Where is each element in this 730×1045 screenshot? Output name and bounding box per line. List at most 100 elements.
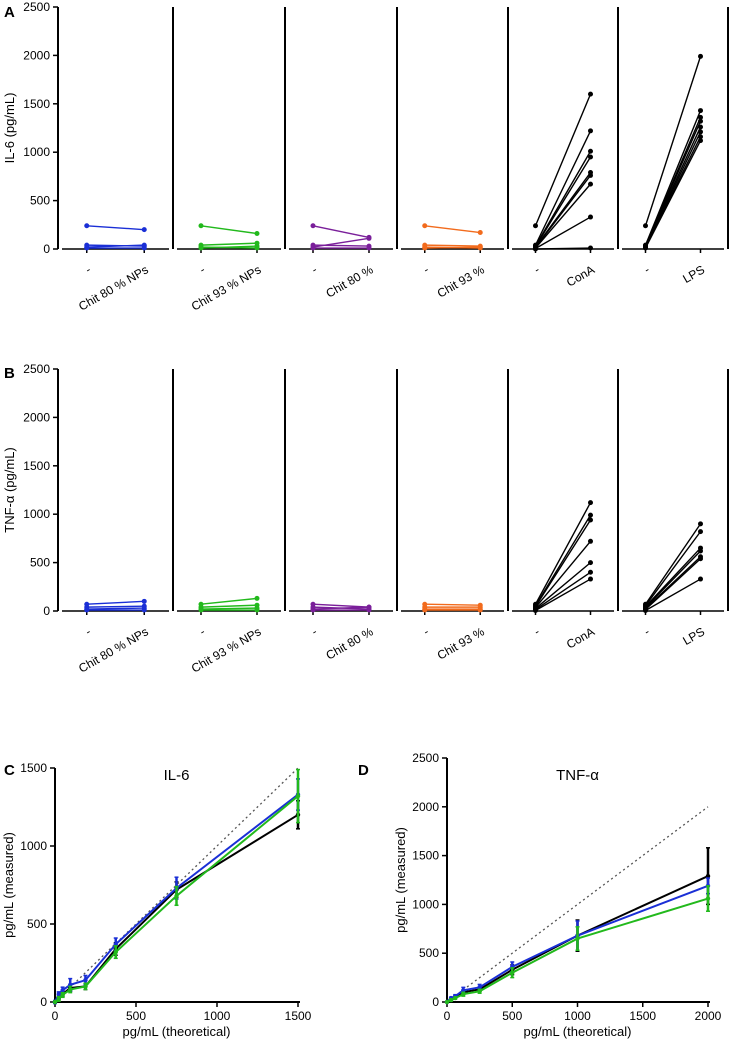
panel-B-group-5-pair-line <box>535 578 591 612</box>
panel-A-group-2-point-before <box>198 223 204 229</box>
panel-A-group-4-point-after <box>477 230 483 236</box>
panel-B-group-3-category-label: - <box>309 624 319 638</box>
panel-A-group-6-pair-line <box>644 140 702 249</box>
panel-A-group-2-pair-line <box>200 225 258 235</box>
panel-D-x-tick-label: 1500 <box>629 1009 656 1023</box>
panel-A-group-4-point-before <box>422 245 428 251</box>
panel-B-group-6-point-after <box>698 556 703 562</box>
panel-D-y-tick-label: 2000 <box>412 800 439 814</box>
panel-D-series-blue-point <box>461 988 466 993</box>
panel-A-group-4-pair-line <box>424 246 481 249</box>
panel-B-group-5-pair-line <box>534 514 592 607</box>
panel-C-series-green-point <box>60 992 65 998</box>
panel-A-group-4-pair-line <box>424 225 481 234</box>
panel-B-group-2-pair-line <box>200 607 258 610</box>
panel-D-x-tick-label: 2000 <box>695 1009 722 1023</box>
panel-A-y-tick-label: 1500 <box>23 97 50 111</box>
panel-B-group-6-pair-line <box>644 523 702 605</box>
panel-A-group-6-point-after <box>698 114 703 120</box>
panel-C-x-tick-label: 500 <box>126 1009 146 1023</box>
panel-D-y-axis-title: pg/mL (measured) <box>393 827 408 933</box>
panel-A-group-3-point-before <box>310 245 316 251</box>
panel-C-series-blue-point <box>56 992 61 997</box>
panel-B-group-1-point-before <box>84 607 90 613</box>
panel-B-group-6-pair-line <box>644 531 702 607</box>
panel-A-y-tick-label: 0 <box>43 242 50 256</box>
panel-A-group-5-category-label: ConA <box>564 262 597 289</box>
panel-B-group-6-point-before <box>643 608 648 614</box>
panel-C-series-green-point <box>83 984 88 989</box>
panel-A-group-5-point-after <box>588 91 593 97</box>
panel-B-group-6-pair-line <box>644 547 702 608</box>
panel-A-group-2-pair-line <box>200 242 258 246</box>
panel-D-series-green-point <box>453 995 458 1001</box>
panel-D-x-tick-label: 0 <box>444 1009 451 1023</box>
panel-B-group-5-point-after <box>588 569 593 575</box>
panel-C-series-green-point <box>68 987 73 992</box>
panel-label-D: D <box>358 762 369 779</box>
panel-A-y-axis-title: IL-6 (pg/mL) <box>2 93 17 164</box>
panel-C-series-green-point <box>295 793 301 799</box>
panel-D-y-tick-label: 2500 <box>412 751 439 765</box>
panel-B-group-5-category-label: - <box>532 624 542 638</box>
panel-B-group-3-point-before <box>310 607 316 613</box>
panel-D-series-green-point <box>477 989 482 994</box>
panel-C-y-tick-label: 500 <box>27 917 47 931</box>
panel-B-group-5-pair-line <box>534 540 592 609</box>
panel-C-series-blue-point <box>83 977 88 983</box>
panel-A-group-6-point-after <box>698 108 703 114</box>
panel-A-group-3-point-after <box>366 235 372 241</box>
panel-B-group-4-category-label: Chit 93 % <box>435 624 487 662</box>
panel-D-x-axis-title: pg/mL (theoretical) <box>524 1024 632 1039</box>
panel-A-group-6-point-after <box>698 134 703 140</box>
panel-B-group-2-point-after <box>254 607 260 613</box>
panel-C-x-tick-label: 0 <box>52 1009 59 1023</box>
panel-B-group-4-pair-line <box>424 603 481 606</box>
panel-A-group-5-pair-line <box>534 183 592 249</box>
panel-A-group-6-point-after <box>698 53 703 59</box>
panel-A-group-6-point-after <box>698 129 703 135</box>
panel-D-y-tick-label: 1000 <box>412 897 439 911</box>
panel-A-group-4-pair-line <box>424 244 481 247</box>
panel-label-B: B <box>4 365 15 382</box>
panel-A-group-5-pair-line <box>535 216 591 250</box>
panel-C-x-tick-label: 1500 <box>285 1009 312 1023</box>
panel-A-group-2-category-label: - <box>197 262 207 276</box>
panel-A-group-2-pair-line <box>200 245 258 249</box>
panel-C-y-axis-title: pg/mL (measured) <box>1 832 16 938</box>
panel-B-group-6-point-after <box>698 548 703 554</box>
panel-B-y-tick-label: 2000 <box>23 410 50 424</box>
panel-B-y-tick-label: 1000 <box>23 507 50 521</box>
panel-C-y-tick-label: 1000 <box>20 839 47 853</box>
panel-A-y-tick-label: 1000 <box>23 145 50 159</box>
panel-A-group-2-point-after <box>254 231 260 237</box>
panel-A-group-4-category-label: - <box>421 262 431 276</box>
panel-D-series-green-point <box>510 970 515 975</box>
panel-B-group-6-point-after <box>698 529 703 535</box>
panel-B-group-5-point-after <box>588 517 593 523</box>
panel-A-group-5-point-after <box>588 172 593 178</box>
panel-C-y-tick-label: 1500 <box>20 761 47 775</box>
panel-A-group-2-point-after <box>254 243 260 249</box>
panel-A-group-1-point-before <box>84 223 90 229</box>
panel-A-group-3-category-label: Chit 80 % <box>323 262 375 300</box>
panel-B-group-2-pair-line <box>200 604 258 608</box>
panel-A-group-6-point-after <box>698 118 703 124</box>
panel-D-series-black-point <box>705 873 711 879</box>
panel-A-group-1-point-after <box>141 245 147 251</box>
panel-A-group-6-point-before <box>643 245 648 251</box>
panel-A-group-5-point-before <box>533 223 538 229</box>
panel-A-group-5-pair-line <box>535 247 591 250</box>
panel-B-group-1-category-label: - <box>83 624 93 638</box>
panel-B-group-3-point-after <box>366 607 372 613</box>
panel-B-group-6-pair-line <box>645 578 701 612</box>
panel-B-y-tick-label: 0 <box>43 604 50 618</box>
panel-C-identity-line <box>54 767 299 1003</box>
panel-D-y-tick-label: 1500 <box>412 849 439 863</box>
panel-C-series-green-point <box>174 893 179 899</box>
panel-B-group-6-pair-line <box>644 550 702 609</box>
panel-C-x-axis-title: pg/mL (theoretical) <box>123 1024 231 1039</box>
panel-A-group-6-pair-line <box>644 56 702 226</box>
panel-B-group-5-pair-line <box>535 571 591 611</box>
